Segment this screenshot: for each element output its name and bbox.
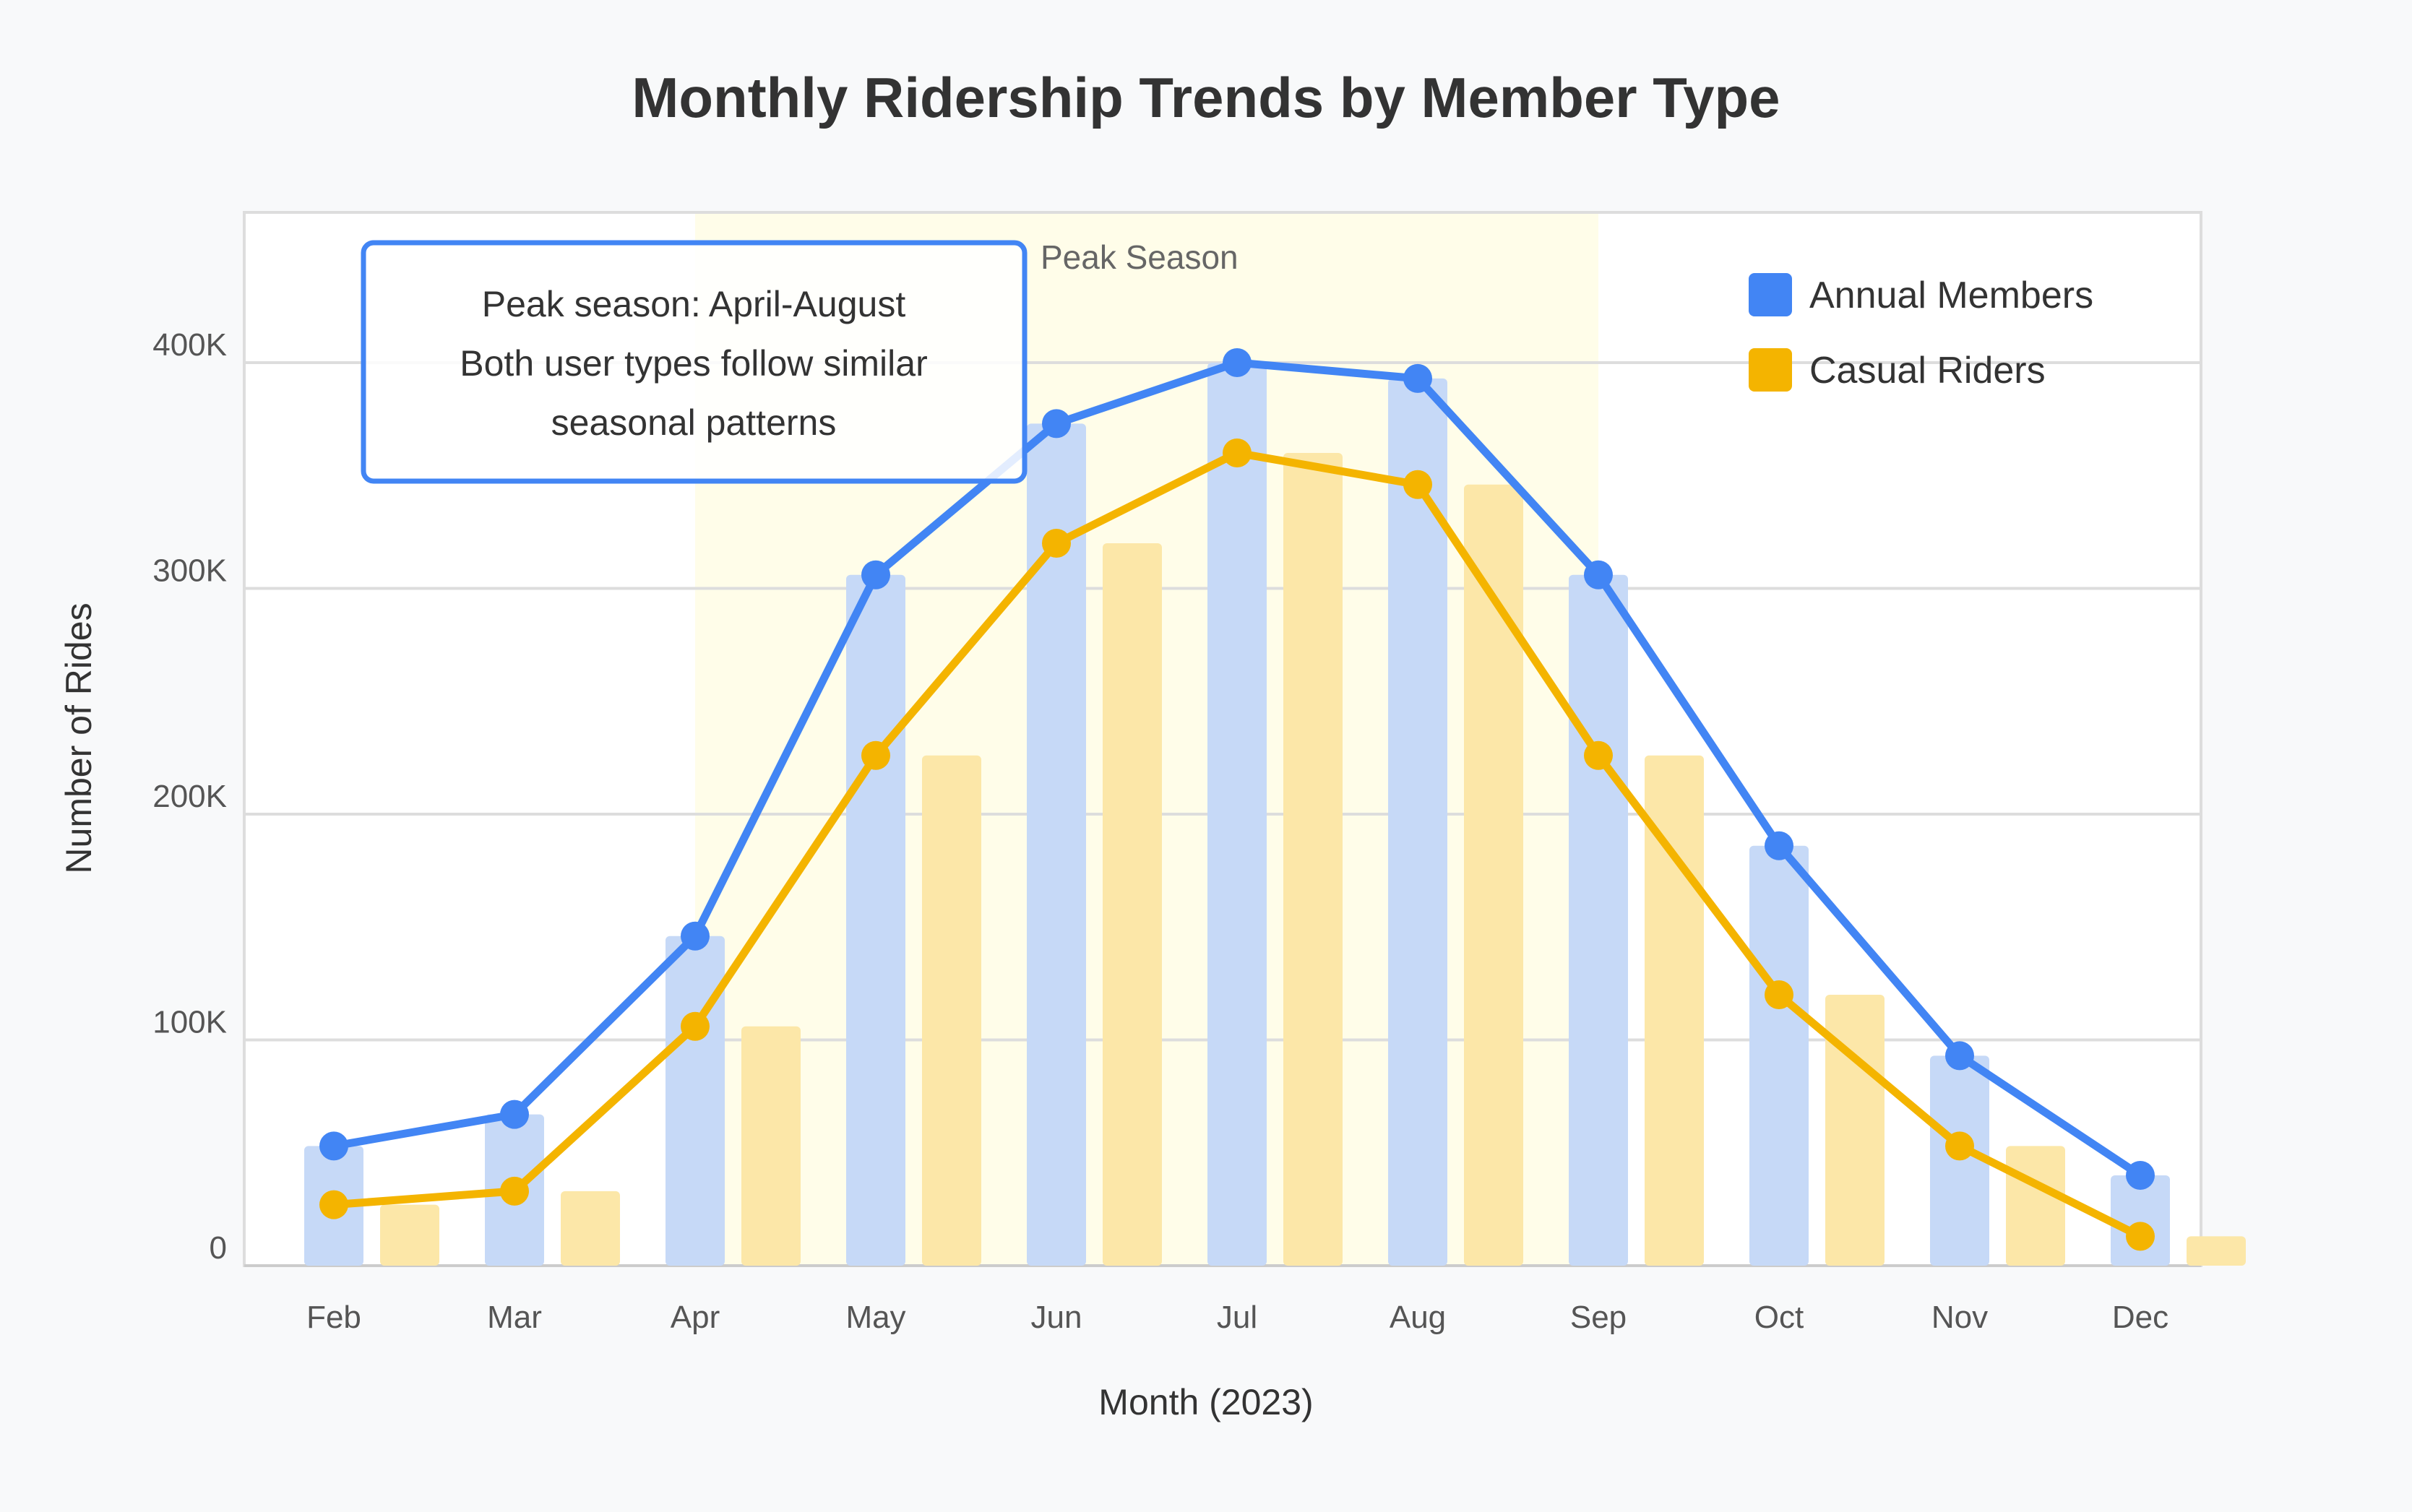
point-casual-riders (1945, 1131, 1974, 1161)
point-annual-members (1223, 348, 1252, 377)
point-casual-riders (319, 1190, 348, 1219)
bar-annual-members (846, 574, 905, 1266)
point-casual-riders (681, 1011, 710, 1041)
point-casual-riders (1042, 529, 1071, 558)
bar-annual-members (1749, 845, 1809, 1266)
y-tick-label: 300K (152, 553, 227, 589)
bar-casual-riders (2006, 1146, 2065, 1266)
y-tick-label: 100K (152, 1005, 227, 1040)
legend-swatch-annual-members (1749, 273, 1792, 316)
bar-annual-members (2111, 1175, 2170, 1266)
x-tick-label: Apr (671, 1300, 720, 1335)
peak-season-label: Peak Season (1041, 238, 1239, 276)
x-tick-label: Nov (1931, 1300, 1988, 1335)
bar-annual-members (1569, 574, 1628, 1266)
bar-annual-members (1027, 423, 1086, 1266)
bar-annual-members (1207, 363, 1267, 1266)
legend-label-annual-members: Annual Members (1809, 275, 2093, 316)
legend-label-casual-riders: Casual Riders (1809, 350, 2046, 392)
y-tick-label: 200K (152, 779, 227, 814)
point-annual-members (1403, 363, 1432, 393)
point-annual-members (1042, 409, 1071, 439)
point-annual-members (2126, 1161, 2155, 1190)
legend-swatch-casual-riders (1749, 348, 1792, 392)
point-annual-members (861, 560, 890, 589)
point-annual-members (319, 1131, 348, 1161)
point-casual-riders (500, 1176, 529, 1206)
bar-casual-riders (1825, 995, 1885, 1266)
bar-casual-riders (2187, 1236, 2246, 1266)
x-tick-label: Aug (1390, 1300, 1446, 1335)
y-tick-label: 400K (152, 327, 227, 363)
point-casual-riders (1403, 470, 1432, 499)
point-annual-members (1945, 1041, 1974, 1071)
x-tick-label: Sep (1570, 1300, 1627, 1335)
annotation-text: Peak season: April-August (482, 284, 906, 324)
x-tick-label: Jul (1217, 1300, 1257, 1335)
bar-casual-riders (922, 755, 981, 1266)
point-casual-riders (1765, 980, 1793, 1009)
bar-annual-members (1930, 1055, 1989, 1266)
bar-casual-riders (1645, 755, 1704, 1266)
point-annual-members (1584, 560, 1613, 589)
y-axis-label: Number of Rides (59, 602, 99, 873)
x-tick-label: Dec (2112, 1300, 2168, 1335)
point-annual-members (500, 1100, 529, 1129)
x-tick-label: Jun (1031, 1300, 1082, 1335)
point-casual-riders (861, 740, 890, 770)
x-axis-label: Month (2023) (1098, 1382, 1313, 1422)
point-casual-riders (1223, 439, 1252, 467)
x-tick-label: Feb (306, 1300, 361, 1335)
y-tick-label: 0 (210, 1230, 227, 1266)
x-tick-label: Mar (487, 1300, 542, 1335)
annotation-text: Both user types follow similar (460, 343, 927, 384)
bar-annual-members (666, 936, 725, 1266)
point-annual-members (1765, 831, 1793, 860)
bar-casual-riders (1103, 543, 1162, 1266)
chart-title: Monthly Ridership Trends by Member Type (632, 66, 1780, 129)
point-annual-members (681, 921, 710, 951)
point-casual-riders (1584, 740, 1613, 770)
annotation-box (361, 240, 1028, 484)
bar-casual-riders (380, 1204, 439, 1266)
bar-casual-riders (561, 1191, 620, 1266)
bar-casual-riders (741, 1026, 801, 1266)
point-casual-riders (2126, 1222, 2155, 1251)
bar-casual-riders (1464, 484, 1523, 1266)
x-tick-label: May (845, 1300, 905, 1335)
x-tick-label: Oct (1754, 1300, 1804, 1335)
plot-area: 0 100K 200K 300K 400K Feb Mar Apr May Jun Jul Aug Se… (152, 211, 2246, 1335)
bar-annual-members (1388, 378, 1447, 1266)
annotation-text: seasonal patterns (551, 402, 837, 443)
bar-casual-riders (1283, 453, 1343, 1266)
